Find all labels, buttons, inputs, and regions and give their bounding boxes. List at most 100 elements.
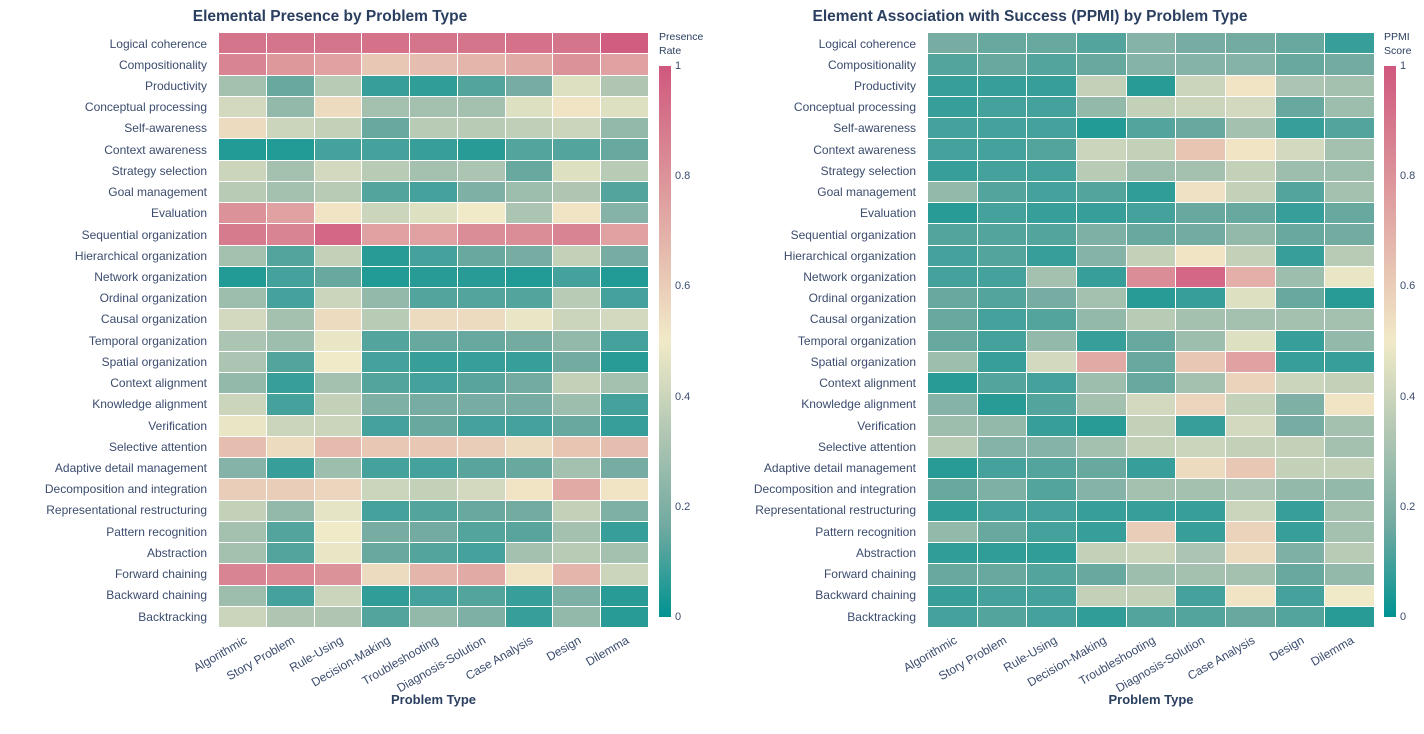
heatmap-cell: [1077, 521, 1126, 542]
heatmap-cell: [266, 54, 314, 75]
heatmap-cell: [601, 203, 648, 224]
row-label: Logical coherence: [818, 36, 916, 51]
row-label: Temporal organization: [797, 333, 916, 348]
heatmap-cell: [553, 75, 601, 96]
heatmap-cell: [1226, 330, 1275, 351]
heatmap-cell: [457, 330, 505, 351]
heatmap-cell: [1176, 436, 1225, 457]
heatmap-cell: [505, 479, 553, 500]
colorbar-tick-label: 0.2: [1400, 500, 1416, 513]
colorbar-gradient: [659, 66, 671, 617]
heatmap-cell: [219, 351, 266, 372]
heatmap-cell: [457, 33, 505, 54]
heatmap-cell: [410, 543, 457, 564]
heatmap-cell: [553, 330, 601, 351]
heatmap-cell: [266, 521, 314, 542]
row-label: Adaptive detail management: [54, 460, 207, 475]
heatmap-cell: [362, 500, 410, 521]
heatmap-cell: [1325, 543, 1374, 564]
row-label: Selective attention: [817, 439, 916, 454]
heatmap-cell: [362, 543, 410, 564]
heatmap-cell: [1077, 564, 1126, 585]
heatmap-cell: [1176, 564, 1225, 585]
heatmap-cell: [1325, 203, 1374, 224]
heatmap-cell: [1226, 288, 1275, 309]
row-label: Evaluation: [859, 206, 916, 221]
heatmap-cell: [553, 394, 601, 415]
heatmap-cell: [1077, 543, 1126, 564]
heatmap-cell: [928, 521, 977, 542]
heatmap-cell: [410, 564, 457, 585]
heatmap-cell: [362, 351, 410, 372]
heatmap-cell: [1325, 33, 1374, 54]
heatmap-cell: [1226, 458, 1275, 479]
colorbar-title: PPMI Score: [1384, 30, 1411, 58]
heatmap-plot-area-ppmi[interactable]: [928, 33, 1374, 627]
heatmap-cell: [266, 203, 314, 224]
heatmap-cell: [1126, 521, 1176, 542]
heatmap-cell: [1275, 309, 1325, 330]
heatmap-cell: [1077, 54, 1126, 75]
heatmap-cell: [1275, 479, 1325, 500]
heatmap-cell: [505, 564, 553, 585]
heatmap-cell: [362, 33, 410, 54]
heatmap-cell: [601, 160, 648, 181]
heatmap-cell: [1325, 479, 1374, 500]
heatmap-cell: [314, 330, 362, 351]
heatmap-cell: [1126, 479, 1176, 500]
heatmap-cell: [457, 54, 505, 75]
row-label: Causal organization: [100, 312, 207, 327]
heatmap-cell: [505, 606, 553, 627]
heatmap-cell: [362, 96, 410, 117]
heatmap-cell: [1226, 436, 1275, 457]
heatmap-cell: [601, 181, 648, 202]
heatmap-cell: [314, 33, 362, 54]
heatmap-cell: [1126, 500, 1176, 521]
heatmap-cell: [1027, 181, 1076, 202]
heatmap-cell: [457, 564, 505, 585]
x-tick-label: Diagnosis-Solution: [1113, 633, 1208, 696]
heatmap-cell: [410, 75, 457, 96]
heatmap-plot-area-presence[interactable]: [219, 33, 648, 627]
heatmap-cell: [553, 288, 601, 309]
heatmap-cell: [362, 415, 410, 436]
heatmap-cell: [1027, 330, 1076, 351]
heatmap-cell: [314, 54, 362, 75]
heatmap-cell: [1226, 585, 1275, 606]
heatmap-cell: [977, 436, 1027, 457]
heatmap-cell: [1126, 203, 1176, 224]
row-label: Context alignment: [819, 376, 916, 391]
heatmap-cell: [1126, 139, 1176, 160]
heatmap-cell: [1027, 288, 1076, 309]
heatmap-cell: [601, 245, 648, 266]
heatmap-cell: [977, 181, 1027, 202]
heatmap-cell: [1027, 266, 1076, 287]
row-label: Self-awareness: [124, 121, 207, 136]
colorbar-title-line: PPMI: [1384, 31, 1410, 43]
heatmap-cell: [362, 394, 410, 415]
heatmap-cell: [266, 96, 314, 117]
heatmap-cell: [410, 606, 457, 627]
heatmap-cell: [362, 373, 410, 394]
heatmap-cell: [928, 266, 977, 287]
heatmap-cell: [1077, 96, 1126, 117]
row-label: Spatial organization: [101, 354, 207, 369]
heatmap-cell: [219, 245, 266, 266]
heatmap-cell: [977, 33, 1027, 54]
heatmap-cell: [410, 139, 457, 160]
heatmap-cell: [1176, 415, 1225, 436]
heatmap-cell: [1176, 160, 1225, 181]
heatmap-cell: [505, 458, 553, 479]
heatmap-cell: [505, 203, 553, 224]
heatmap-cell: [266, 458, 314, 479]
heatmap-cell: [362, 224, 410, 245]
heatmap-cell: [1325, 351, 1374, 372]
heatmap-cell: [1027, 245, 1076, 266]
heatmap-cell: [219, 139, 266, 160]
y-axis-labels: Logical coherence Compositionality Product…: [0, 33, 213, 627]
colorbar-title: Presence Rate: [659, 30, 703, 58]
heatmap-cell: [505, 266, 553, 287]
heatmap-cell: [1325, 606, 1374, 627]
heatmap-cell: [1325, 500, 1374, 521]
colorbar-tick-label: 0.6: [1400, 280, 1416, 293]
